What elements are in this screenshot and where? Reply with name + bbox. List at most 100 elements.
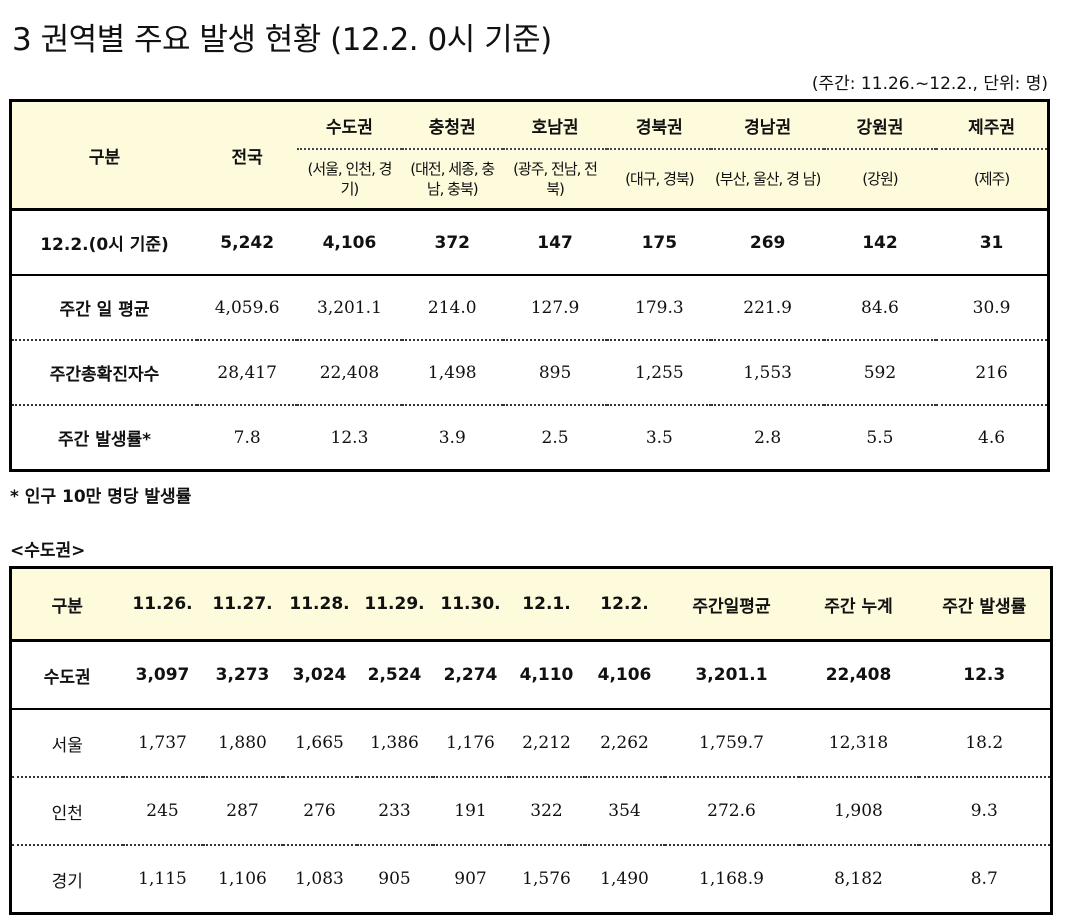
cell: 5.5 bbox=[866, 427, 894, 448]
cell: 12.3 bbox=[918, 640, 1052, 710]
cell: 245 bbox=[122, 777, 203, 846]
cell: 4,059.6 bbox=[197, 275, 298, 341]
table-row: 주간 발생률* 7.8 12.3 3.9 2.5 3.5 2.8 5.5 4.6 bbox=[11, 405, 1049, 471]
capital-area-table: 구분 11.26. 11.27. 11.28. 11.29. 11.30. 12… bbox=[9, 566, 1053, 915]
cell: 4,106 bbox=[297, 208, 402, 276]
header-region: 경남권 bbox=[711, 100, 824, 150]
cell: 1,176 bbox=[432, 709, 509, 778]
cell: 179.3 bbox=[607, 275, 712, 341]
cell: 12,318 bbox=[798, 709, 919, 778]
table-header-row: 구분 11.26. 11.27. 11.28. 11.29. 11.30. 12… bbox=[10, 567, 1052, 642]
cell: 1,083 bbox=[282, 845, 357, 915]
table-row: 서울 1,737 1,880 1,665 1,386 1,176 2,212 2… bbox=[10, 709, 1052, 778]
cell: 142 bbox=[823, 208, 937, 276]
cell: 905 bbox=[356, 845, 433, 915]
cell: 8.7 bbox=[918, 845, 1052, 915]
cell: 1,106 bbox=[202, 845, 283, 915]
header-category: 구분 bbox=[10, 100, 198, 210]
table-row: 주간 일 평균 4,059.6 3,201.1 214.0 127.9 179.… bbox=[10, 275, 1049, 341]
cell: 322 bbox=[508, 777, 585, 846]
cell: 592 bbox=[823, 340, 937, 406]
column-header: 11.28. bbox=[282, 567, 357, 642]
column-header: 주간 발생률 bbox=[918, 567, 1052, 642]
cell: 1,737 bbox=[122, 709, 203, 778]
cell: 907 bbox=[432, 845, 509, 915]
header-region: 강원권 bbox=[823, 100, 937, 150]
cell: 2,274 bbox=[432, 640, 509, 710]
cell: 269 bbox=[711, 208, 824, 276]
cell: 1,665 bbox=[282, 709, 357, 778]
cell: 28,417 bbox=[197, 340, 298, 406]
row-label: 서울 bbox=[10, 709, 123, 778]
row-label: 경기 bbox=[10, 845, 123, 915]
header-region: 수도권 bbox=[297, 100, 402, 150]
header-region: 제주권 bbox=[936, 100, 1049, 150]
period-unit-note: (주간: 11.26.~12.2., 단위: 명) bbox=[811, 74, 1048, 94]
header-region-sub: (부산, 울산, 경 남) bbox=[711, 149, 824, 211]
header-region-sub: (서울, 인천, 경 기) bbox=[297, 149, 402, 211]
table-row: 인천 245 287 276 233 191 322 354 272.6 1,9… bbox=[10, 777, 1052, 846]
cell: 22,408 bbox=[798, 640, 919, 710]
page-title: 3 권역별 주요 발생 현황 (12.2. 0시 기준) bbox=[12, 22, 552, 58]
cell: 895 bbox=[502, 340, 608, 406]
column-header: 11.29. bbox=[356, 567, 433, 642]
row-label: 주간총확진자수 bbox=[10, 340, 198, 406]
cell: 3,097 bbox=[122, 640, 203, 710]
cell: 214.0 bbox=[401, 275, 503, 341]
cell: 2,212 bbox=[508, 709, 585, 778]
header-region-sub: (대구, 경북) bbox=[607, 149, 712, 211]
cell: 4,110 bbox=[508, 640, 585, 710]
cell: 8,182 bbox=[798, 845, 919, 915]
header-region: 충청권 bbox=[401, 100, 503, 150]
header-region-sub: (광주, 전남, 전 북) bbox=[502, 149, 608, 211]
column-header: 11.30. bbox=[432, 567, 509, 642]
table-row: 경기 1,115 1,106 1,083 905 907 1,576 1,490… bbox=[10, 845, 1052, 915]
header-region: 호남권 bbox=[502, 100, 608, 150]
cell: 1,759.7 bbox=[664, 709, 799, 778]
column-header: 11.26. bbox=[122, 567, 203, 642]
cell: 1,168.9 bbox=[664, 845, 799, 915]
cell: 2.5 bbox=[541, 427, 569, 448]
cell: 3,201.1 bbox=[664, 640, 799, 710]
cell: 31 bbox=[936, 208, 1049, 276]
cell: 354 bbox=[584, 777, 665, 846]
cell: 1,115 bbox=[122, 845, 203, 915]
section-subtitle: <수도권> bbox=[10, 541, 86, 561]
column-header: 구분 bbox=[10, 567, 123, 642]
cell: 12.3 bbox=[330, 427, 369, 448]
cell: 30.9 bbox=[936, 275, 1049, 341]
row-label: 주간 발생률* bbox=[58, 430, 152, 450]
cell: 287 bbox=[202, 777, 283, 846]
cell: 4.6 bbox=[978, 427, 1006, 448]
cell: 1,255 bbox=[607, 340, 712, 406]
row-label: 주간 일 평균 bbox=[10, 275, 198, 341]
column-header: 주간 누계 bbox=[798, 567, 919, 642]
row-label: 수도권 bbox=[10, 640, 123, 710]
cell: 272.6 bbox=[664, 777, 799, 846]
cell: 2.8 bbox=[754, 427, 782, 448]
cell: 3,273 bbox=[202, 640, 283, 710]
cell: 1,908 bbox=[798, 777, 919, 846]
cell: 1,880 bbox=[202, 709, 283, 778]
header-region-sub: (제주) bbox=[936, 149, 1049, 211]
column-header: 11.27. bbox=[202, 567, 283, 642]
cell: 7.8 bbox=[233, 427, 261, 448]
header-region-sub: (강원) bbox=[823, 149, 937, 211]
row-label: 인천 bbox=[10, 777, 123, 846]
cell: 3.9 bbox=[438, 427, 466, 448]
cell: 216 bbox=[936, 340, 1049, 406]
header-region: 경북권 bbox=[607, 100, 712, 150]
cell: 3,201.1 bbox=[297, 275, 402, 341]
table-row: 12.2.(0시 기준) 5,242 4,106 372 147 175 269… bbox=[10, 208, 1049, 276]
cell: 2,524 bbox=[356, 640, 433, 710]
cell: 1,490 bbox=[584, 845, 665, 915]
regional-summary-table: 구분 전국 수도권 충청권 호남권 경북권 경남권 강원권 제주권 (서울, 인… bbox=[9, 99, 1050, 472]
cell: 1,553 bbox=[711, 340, 824, 406]
column-header: 12.1. bbox=[508, 567, 585, 642]
cell: 276 bbox=[282, 777, 357, 846]
cell: 221.9 bbox=[711, 275, 824, 341]
table-row: 주간총확진자수 28,417 22,408 1,498 895 1,255 1,… bbox=[10, 340, 1049, 406]
cell: 2,262 bbox=[584, 709, 665, 778]
cell: 127.9 bbox=[502, 275, 608, 341]
cell: 3,024 bbox=[282, 640, 357, 710]
